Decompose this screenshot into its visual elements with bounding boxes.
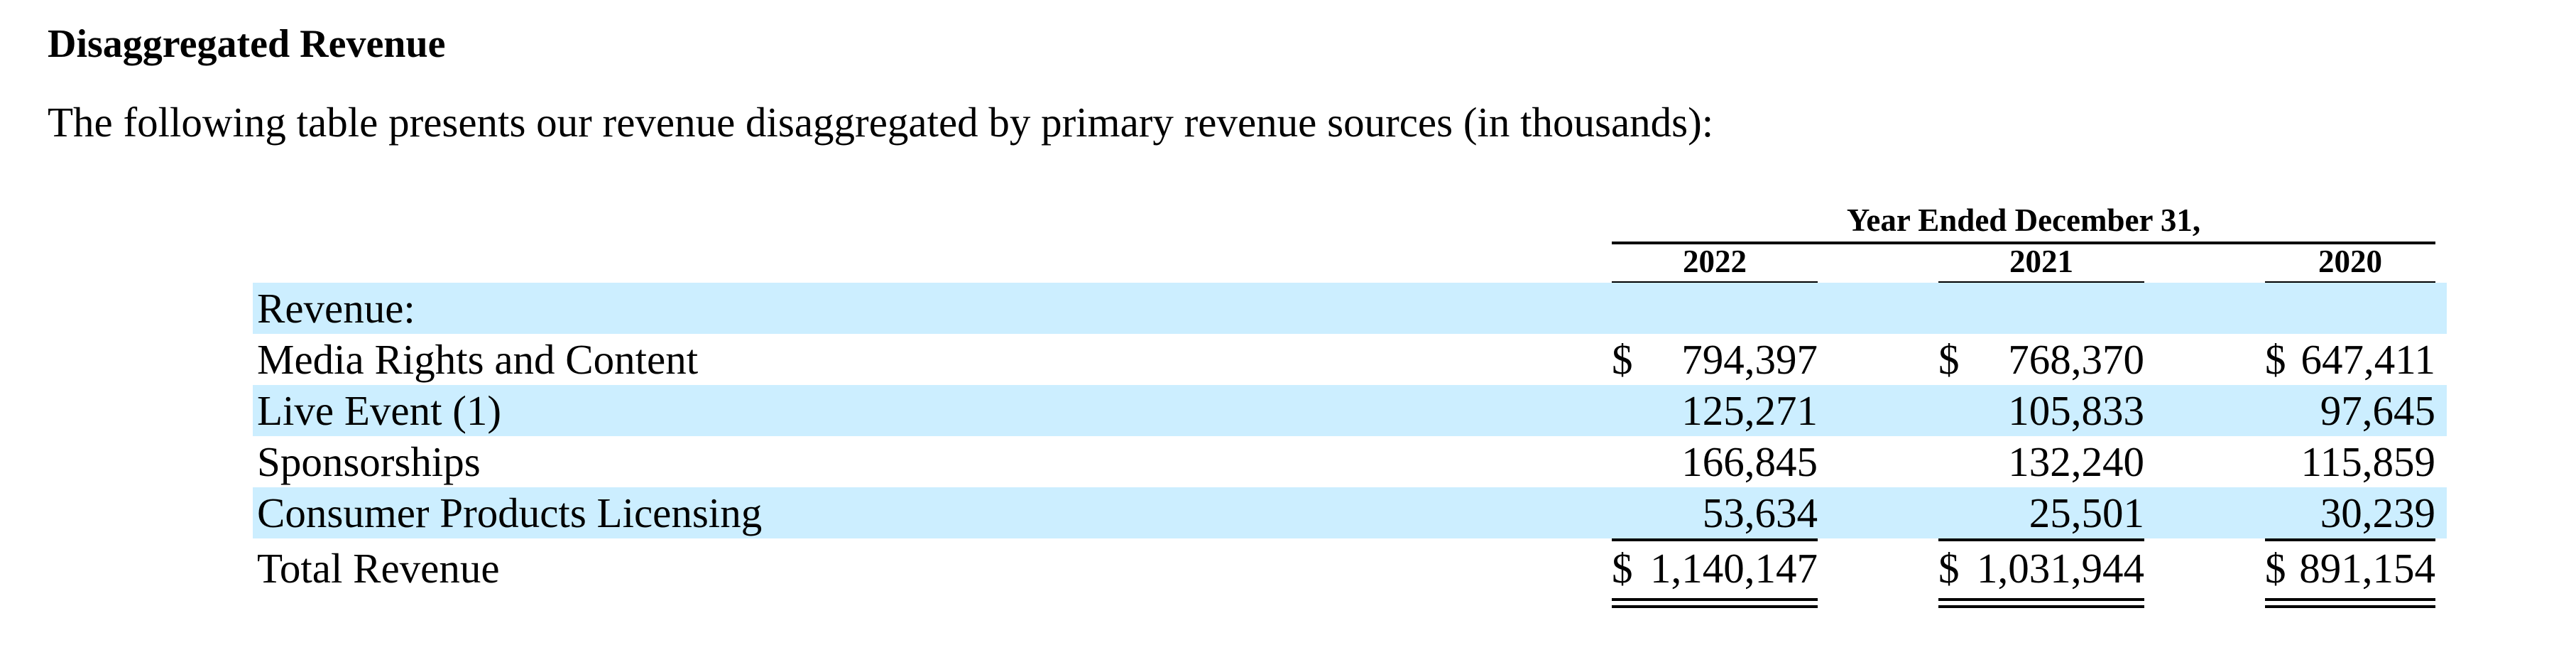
total-double-rule [1612, 598, 1818, 608]
cell-value: 125,271 [1681, 387, 1818, 434]
table-row [253, 283, 2447, 334]
column-header-2020: 2020 [2265, 242, 2435, 284]
dollar-sign: $ [1938, 336, 1960, 383]
intro-paragraph: The following table presents our revenue… [48, 99, 1714, 146]
dollar-sign: $ [1612, 545, 1633, 592]
period-header: Year Ended December 31, [1846, 202, 2201, 238]
column-header-2022: 2022 [1612, 242, 1818, 284]
total-label: Total Revenue [257, 545, 500, 592]
dollar-sign: $ [2265, 336, 2286, 383]
row-label: Sponsorships [257, 438, 481, 485]
total-value: 891,154 [2299, 545, 2435, 592]
cell-value: 166,845 [1681, 438, 1818, 485]
cell-value: 53,634 [1702, 489, 1818, 536]
cell-value: 647,411 [2301, 336, 2435, 383]
cell-value: 794,397 [1681, 336, 1818, 383]
subtotal-rule [1938, 538, 2144, 541]
subtotal-rule [2265, 538, 2435, 541]
table-row [253, 385, 2447, 436]
table-row [253, 487, 2447, 538]
section-heading: Disaggregated Revenue [48, 22, 446, 66]
cell-value: 132,240 [2008, 438, 2144, 485]
row-label: Media Rights and Content [257, 336, 699, 383]
total-value: 1,031,944 [1977, 545, 2144, 592]
column-header-2021: 2021 [1938, 242, 2144, 284]
cell-value: 30,239 [2320, 489, 2435, 536]
row-label: Live Event (1) [257, 387, 502, 434]
total-double-rule [2265, 598, 2435, 608]
cell-value: 105,833 [2008, 387, 2144, 434]
dollar-sign: $ [2265, 545, 2286, 592]
total-value: 1,140,147 [1650, 545, 1818, 592]
total-double-rule [1938, 598, 2144, 608]
cell-value: 25,501 [2029, 489, 2144, 536]
cell-value: 115,859 [2301, 438, 2435, 485]
header-rule [1612, 242, 2435, 244]
row-label: Consumer Products Licensing [257, 489, 763, 536]
subtotal-rule [1612, 538, 1818, 541]
cell-value: 768,370 [2008, 336, 2144, 383]
section-label: Revenue: [257, 285, 415, 332]
dollar-sign: $ [1612, 336, 1633, 383]
cell-value: 97,645 [2320, 387, 2435, 434]
dollar-sign: $ [1938, 545, 1960, 592]
